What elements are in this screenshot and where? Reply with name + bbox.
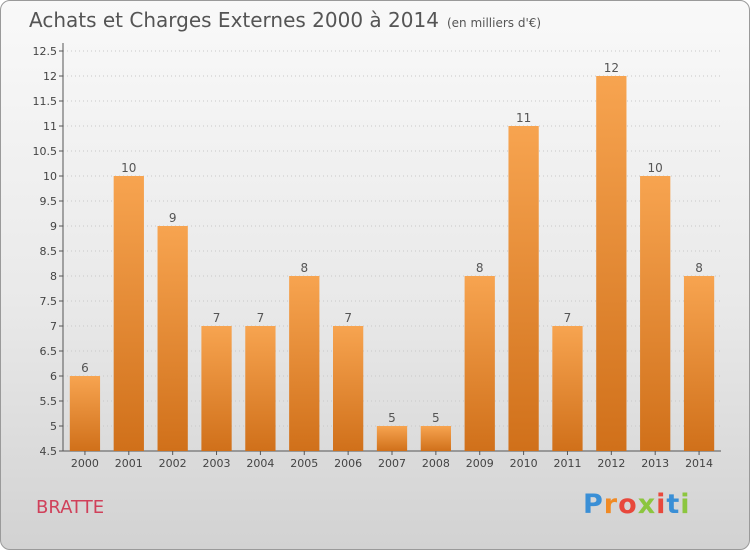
bar-value-label: 7 bbox=[564, 311, 572, 325]
x-tick-label: 2002 bbox=[159, 457, 187, 470]
y-tick-label: 4.5 bbox=[40, 445, 58, 458]
x-tick-label: 2006 bbox=[334, 457, 362, 470]
bar bbox=[464, 276, 495, 451]
bar-value-label: 12 bbox=[604, 61, 619, 75]
chart-unit: (en milliers d'€) bbox=[446, 16, 542, 30]
y-tick-label: 6.5 bbox=[40, 345, 58, 358]
bar bbox=[113, 176, 144, 451]
bar-value-label: 10 bbox=[121, 161, 136, 175]
y-tick-label: 7.5 bbox=[40, 295, 58, 308]
bar bbox=[201, 326, 232, 451]
bar bbox=[596, 76, 627, 451]
x-tick-label: 2011 bbox=[553, 457, 581, 470]
x-tick-label: 2000 bbox=[71, 457, 99, 470]
bar-value-label: 5 bbox=[388, 411, 396, 425]
logo-letter: o bbox=[618, 489, 638, 520]
logo-letter: r bbox=[603, 489, 619, 520]
bar-value-label: 8 bbox=[695, 261, 703, 275]
logo-letter: x bbox=[637, 489, 657, 520]
bar-value-label: 7 bbox=[257, 311, 265, 325]
x-tick-label: 2009 bbox=[466, 457, 494, 470]
x-tick-label: 2003 bbox=[203, 457, 231, 470]
logo-letter: P bbox=[583, 489, 604, 520]
y-tick-label: 9 bbox=[50, 220, 57, 233]
bar-value-label: 7 bbox=[213, 311, 221, 325]
y-tick-label: 12 bbox=[43, 70, 57, 83]
y-tick-label: 11 bbox=[43, 120, 57, 133]
x-tick-label: 2013 bbox=[641, 457, 669, 470]
x-tick-label: 2005 bbox=[290, 457, 318, 470]
bar-value-label: 8 bbox=[476, 261, 484, 275]
logo-letter: i bbox=[656, 489, 667, 520]
bar-value-label: 5 bbox=[432, 411, 440, 425]
bar bbox=[157, 226, 188, 451]
bar-value-label: 8 bbox=[300, 261, 308, 275]
y-tick-label: 8 bbox=[50, 270, 57, 283]
bar bbox=[69, 376, 101, 451]
bar bbox=[508, 126, 539, 451]
y-tick-label: 9.5 bbox=[40, 195, 58, 208]
y-tick-label: 10.5 bbox=[33, 145, 58, 158]
bar-value-label: 7 bbox=[344, 311, 352, 325]
bar-value-label: 9 bbox=[169, 211, 177, 225]
bar bbox=[245, 326, 276, 451]
x-tick-label: 2007 bbox=[378, 457, 406, 470]
y-tick-label: 10 bbox=[43, 170, 57, 183]
x-tick-label: 2004 bbox=[246, 457, 274, 470]
bar bbox=[683, 276, 715, 451]
y-tick-label: 11.5 bbox=[33, 95, 58, 108]
bar bbox=[640, 176, 671, 451]
place-name: BRATTE bbox=[36, 497, 105, 518]
x-tick-label: 2014 bbox=[685, 457, 713, 470]
bar bbox=[332, 326, 364, 451]
y-tick-label: 6 bbox=[50, 370, 57, 383]
chart-title-text: Achats et Charges Externes 2000 à 2014 bbox=[29, 8, 439, 32]
bar-value-label: 11 bbox=[516, 111, 531, 125]
chart-title: Achats et Charges Externes 2000 à 2014 (e… bbox=[29, 8, 541, 32]
x-tick-label: 2012 bbox=[597, 457, 625, 470]
y-tick-label: 7 bbox=[50, 320, 57, 333]
x-tick-label: 2008 bbox=[422, 457, 450, 470]
logo-letter: t bbox=[666, 489, 681, 520]
bar bbox=[289, 276, 320, 451]
y-tick-label: 5.5 bbox=[40, 395, 58, 408]
y-tick-label: 5 bbox=[50, 420, 57, 433]
x-tick-label: 2010 bbox=[510, 457, 538, 470]
bar bbox=[376, 426, 408, 451]
bar bbox=[420, 426, 452, 451]
proxiti-logo: Proxiti bbox=[583, 489, 691, 520]
logo-letter: i bbox=[680, 489, 691, 520]
bar bbox=[552, 326, 583, 451]
x-tick-label: 2001 bbox=[115, 457, 143, 470]
y-tick-label: 12.5 bbox=[33, 45, 58, 58]
bar-value-label: 10 bbox=[648, 161, 663, 175]
bar-value-label: 6 bbox=[81, 361, 89, 375]
y-tick-label: 8.5 bbox=[40, 245, 58, 258]
